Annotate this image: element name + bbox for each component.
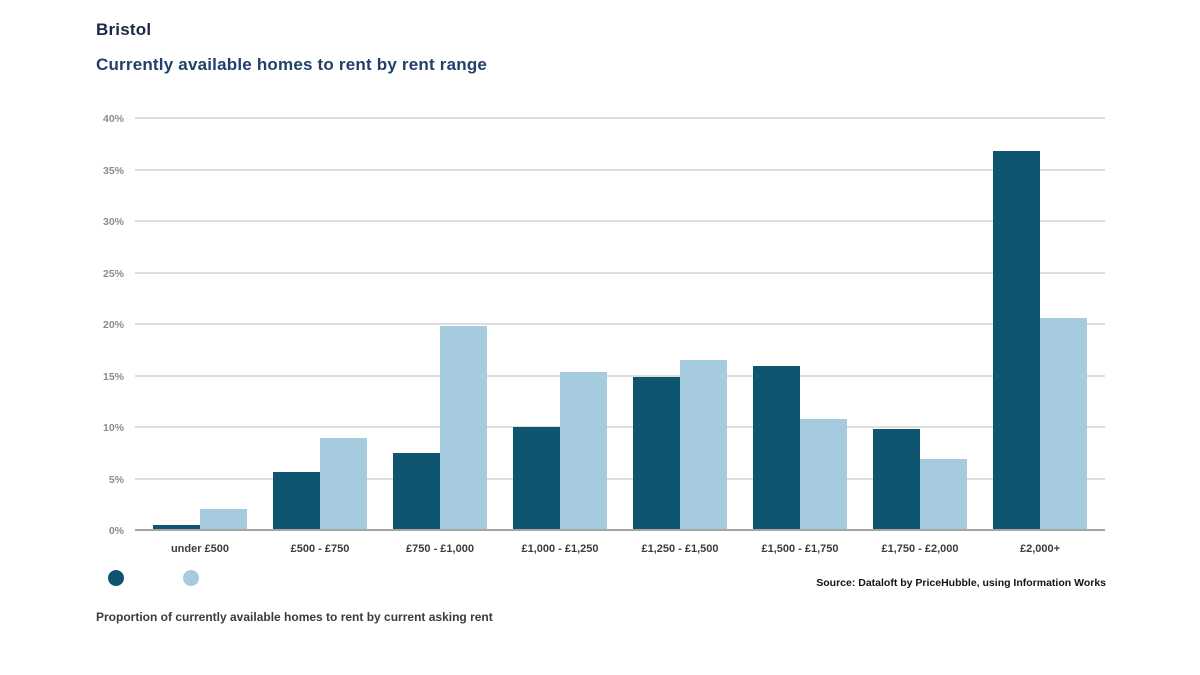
bar-dark-blue (393, 452, 440, 530)
bar-group: £2,000+ (993, 118, 1087, 555)
x-axis-line (135, 529, 1105, 531)
y-tick-label: 30% (102, 216, 124, 228)
bar-group: £750 - £1,000 (393, 118, 487, 555)
y-tick-label: 40% (102, 113, 124, 125)
x-tick-label: under £500 (170, 543, 230, 555)
y-tick-label: 20% (102, 319, 124, 331)
source-text: Source: Dataloft by PriceHubble, using I… (816, 577, 1106, 589)
x-tick-label: £750 - £1,000 (406, 543, 474, 555)
bar-light-blue (440, 326, 487, 530)
y-tick-label: 15% (102, 370, 124, 383)
bar-group: £1,750 - £2,000 (873, 118, 967, 555)
legend-dot-light-blue (183, 570, 199, 586)
bar-group: £1,000 - £1,250 (513, 118, 607, 555)
x-tick-label: £1,250 - £1,500 (641, 543, 719, 555)
bar-light-blue (320, 438, 367, 530)
gridline (135, 477, 1105, 480)
y-tick-label: 0% (108, 525, 124, 537)
bar-group: £500 - £750 (273, 118, 367, 555)
gridline (135, 323, 1105, 325)
y-tick-label: 5% (108, 473, 124, 486)
bar-light-blue (200, 509, 247, 530)
gridline (135, 374, 1105, 377)
bar-light-blue (800, 418, 847, 530)
gridline (135, 426, 1105, 428)
y-tick-label: 35% (102, 164, 124, 177)
bar-light-blue (920, 458, 967, 530)
gridline (135, 271, 1105, 274)
bar-dark-blue (633, 376, 680, 530)
bar-light-blue (560, 372, 607, 530)
chart-subtitle: Currently available homes to rent by ren… (96, 55, 488, 74)
chart-header: Bristol Currently available homes to ren… (96, 20, 487, 75)
bar-dark-blue (153, 524, 200, 530)
bar-light-blue (1040, 317, 1087, 530)
y-tick-label: 10% (102, 422, 124, 434)
chart-title: Bristol (96, 20, 152, 39)
bar-dark-blue (993, 150, 1040, 530)
gridline (135, 117, 1105, 119)
bar-dark-blue (753, 366, 800, 530)
chart-caption: Proportion of currently available homes … (96, 610, 493, 624)
plot-area: 0% 5% 10% 15% 20% 25% 30% 35% 40% under £500 £500 … (103, 113, 1105, 555)
gridline (135, 220, 1105, 222)
bar-group: £1,500 - £1,750 (753, 118, 847, 555)
bar-light-blue (680, 360, 727, 530)
x-tick-label: £1,500 - £1,750 (761, 543, 839, 555)
x-tick-label: £1,750 - £2,000 (881, 543, 959, 555)
x-tick-label: £1,000 - £1,250 (521, 543, 599, 555)
x-tick-label: £2,000+ (1019, 543, 1061, 555)
chart-legend (108, 570, 199, 586)
bars-container: under £500 £500 - £750 £750 - £1,000 £1,000… (135, 118, 1105, 555)
bar-dark-blue (873, 429, 920, 530)
gridline (135, 168, 1105, 171)
bar-dark-blue (513, 427, 560, 530)
y-tick-label: 25% (102, 267, 124, 280)
bar-group: under £500 (153, 118, 247, 555)
legend-dot-dark-blue (108, 570, 124, 586)
x-tick-label: £500 - £750 (290, 543, 350, 555)
bar-group: £1,250 - £1,500 (633, 118, 727, 555)
bar-dark-blue (273, 472, 320, 530)
